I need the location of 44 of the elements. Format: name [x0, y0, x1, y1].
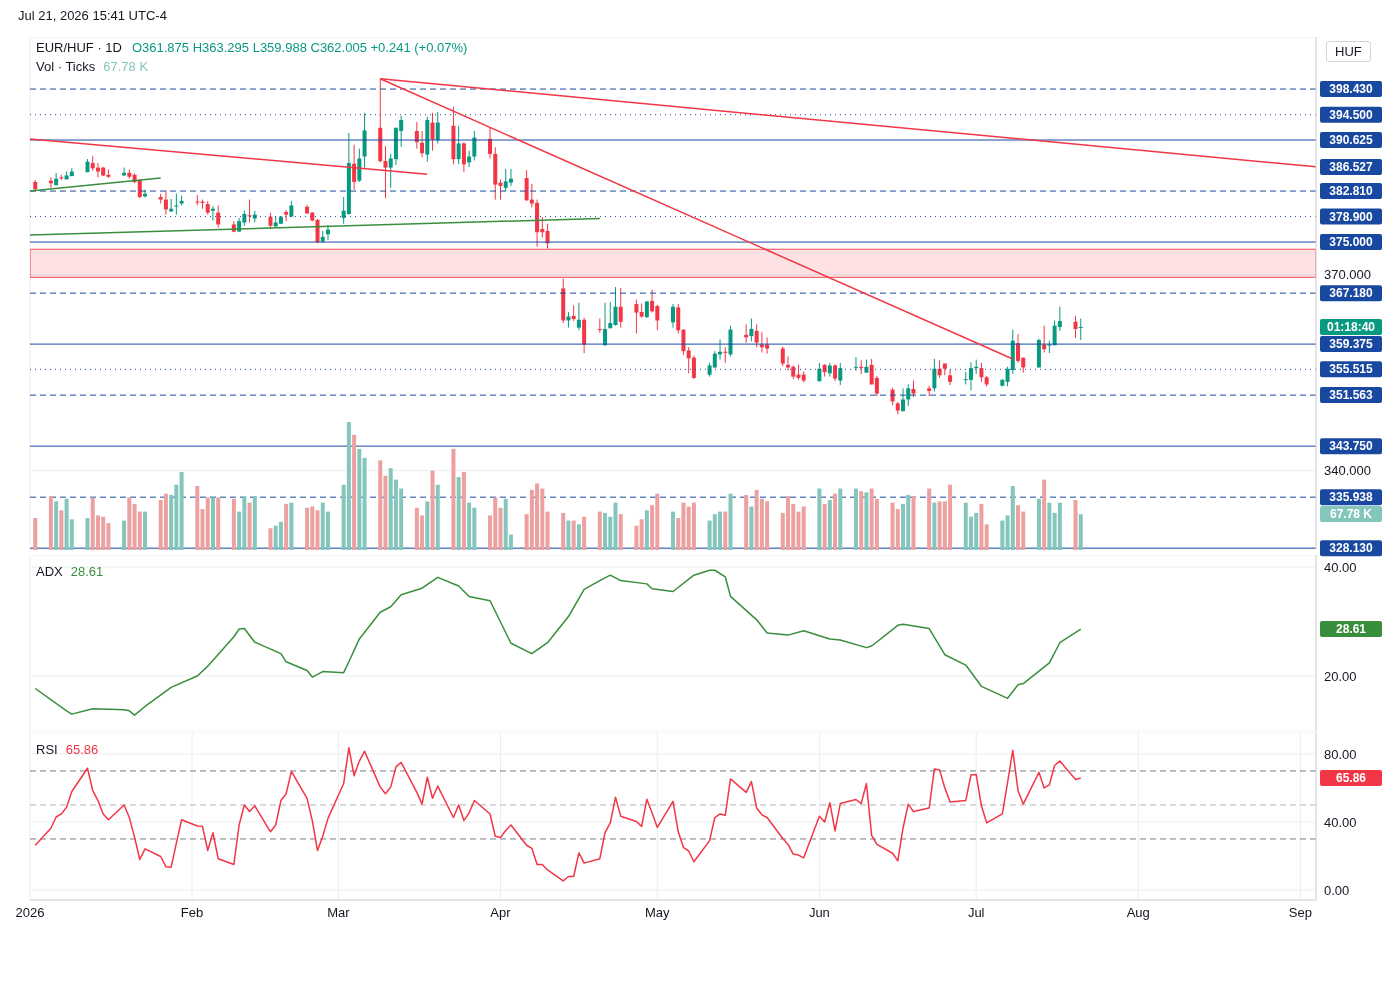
y-tick-label: 80.00	[1324, 746, 1357, 762]
y-tick-label: 370.000	[1324, 267, 1371, 283]
x-tick-label: Apr	[490, 905, 512, 921]
ref-line-label: 335.938	[1329, 490, 1374, 505]
chart-title: EUR/HUF · 1D	[36, 40, 122, 55]
ref-line-label: 378.900	[1329, 209, 1374, 224]
text: RSI	[36, 742, 58, 757]
ref-line-label: 398.430	[1329, 82, 1374, 97]
chart-subtitle: O361.875 H363.295 L359.988 C362.005 +0.241 (+0.07%)	[131, 40, 468, 55]
y-tick-label: 340.000	[1324, 463, 1371, 479]
text: 28.61	[1320, 621, 1382, 638]
y-tick-label: 40.00	[1324, 559, 1357, 575]
chart-title: Vol · Ticks	[36, 59, 96, 74]
annotation: 386.527	[1320, 158, 1382, 175]
text: 01:18:40	[1320, 318, 1382, 335]
ref-line-label: 355.515	[1329, 362, 1374, 377]
text: Jul 21, 2026 15:41 UTC-4	[18, 8, 167, 23]
annotation: 65.86	[65, 742, 99, 757]
y-tick-label: 40.00	[1324, 814, 1357, 830]
ref-line-label: 390.625	[1329, 133, 1374, 148]
ref-line-label: 367.180	[1329, 286, 1374, 301]
text: 67.78 K	[1320, 506, 1382, 523]
text: ADX	[36, 564, 63, 579]
x-tick-label: Mar	[327, 905, 351, 921]
text: 65.86	[1320, 769, 1382, 786]
x-tick-label: Aug	[1126, 905, 1150, 921]
y-tick-label: 0.00	[1324, 882, 1350, 898]
x-tick-label: May	[645, 905, 671, 921]
y-axis-title: HUF	[1326, 41, 1371, 62]
ref-line-label: 328.130	[1329, 541, 1374, 556]
x-tick-label: Feb	[180, 905, 204, 921]
ref-line-label: 351.563	[1329, 388, 1374, 403]
annotation: 67.78 K	[103, 59, 149, 74]
x-tick-label: Sep	[1288, 905, 1312, 921]
ref-line-label: 343.750	[1329, 439, 1374, 454]
ref-line-label: 375.000	[1329, 235, 1374, 250]
y-tick-label: 20.00	[1324, 668, 1357, 684]
annotation: 28.61	[70, 564, 104, 579]
x-tick-label: Jun	[808, 905, 830, 921]
ref-line-label: 382.810	[1329, 184, 1374, 199]
x-tick-label: Jul	[967, 905, 985, 921]
ref-line-label: 394.500	[1329, 107, 1374, 122]
x-tick-label: 2026	[15, 905, 45, 921]
ref-line-label: 359.375	[1329, 337, 1374, 352]
